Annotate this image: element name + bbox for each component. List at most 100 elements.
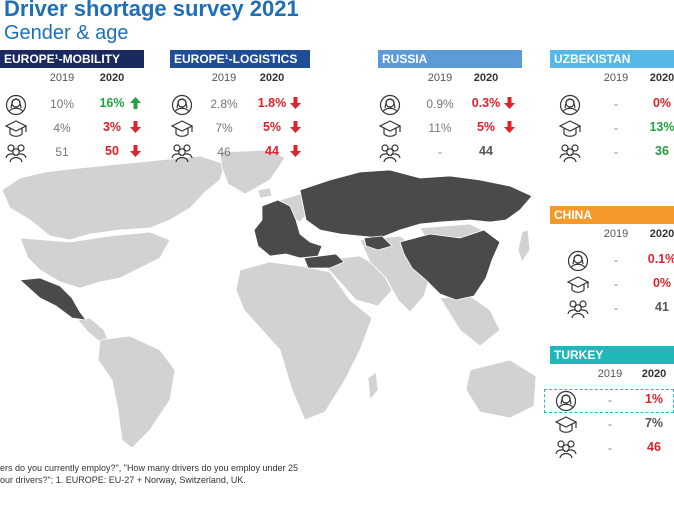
metric-row: - 0.1% — [566, 250, 674, 272]
group-icon — [559, 144, 581, 163]
year-columns: 2019 2020 — [0, 72, 146, 86]
panel-china: CHINA 2019 2020 - 0.1% - 0% - 41 — [550, 206, 674, 319]
metric-row: 11% 5% — [378, 118, 524, 140]
graduation-cap-icon — [558, 120, 582, 137]
panel-header: TURKEY — [550, 346, 674, 364]
value-2019: 4% — [53, 121, 71, 135]
panel-header: RUSSIA — [378, 50, 522, 68]
value-2019: - — [438, 145, 442, 159]
col-2020: 2020 — [649, 228, 674, 240]
map-country-canada — [1, 155, 226, 241]
panel-russia: RUSSIA 2019 2020 0.9% 0.3% 11% 5% - 44 — [378, 50, 524, 164]
metric-row: 4% 3% — [4, 118, 146, 140]
value-2020: 44 — [479, 144, 493, 158]
value-2019: 2.8% — [210, 97, 238, 111]
trend-down-arrow-icon — [504, 121, 515, 133]
map-country-australia — [465, 359, 537, 419]
value-2019: 7% — [215, 121, 233, 135]
map-country-russia — [299, 169, 533, 239]
metric-row: - 1% — [554, 390, 674, 412]
value-2019: - — [608, 393, 612, 407]
col-2020: 2020 — [259, 72, 285, 84]
panel-header: UZBEKISTAN — [550, 50, 674, 68]
group-icon — [171, 144, 193, 163]
panel-header: CHINA — [550, 206, 674, 224]
metric-row: - 36 — [558, 142, 674, 164]
highlight-box — [544, 389, 674, 413]
value-2020: 3% — [102, 120, 122, 134]
page-subtitle: Gender & age — [4, 22, 129, 44]
metric-row: - 0% — [566, 274, 674, 296]
map-country-uzbekistan — [363, 235, 393, 251]
female-driver-icon — [171, 94, 193, 116]
map-country-africa — [235, 261, 373, 421]
value-2019: - — [614, 253, 618, 267]
value-2020: 1.8% — [257, 96, 287, 110]
col-2019: 2019 — [427, 72, 453, 84]
map-country-usa — [19, 231, 171, 289]
metric-row: 7% 5% — [170, 118, 316, 140]
map-country-middle-east — [319, 255, 393, 307]
value-2020: 36 — [655, 144, 669, 158]
metric-row: - 46 — [554, 438, 674, 460]
graduation-cap-icon — [566, 276, 590, 293]
trend-down-arrow-icon — [290, 145, 301, 157]
map-country-mexico — [19, 277, 87, 321]
graduation-cap-icon — [4, 120, 28, 137]
footnote-line-1: ers do you currently employ?", "How many… — [0, 463, 299, 473]
value-2019: 10% — [49, 97, 75, 111]
map-country-south-america — [97, 335, 176, 449]
col-2019: 2019 — [603, 228, 629, 240]
group-icon — [5, 144, 27, 163]
map-country-se-asia — [439, 295, 501, 347]
map-country-greenland — [219, 150, 286, 195]
value-2019: 51 — [55, 145, 69, 159]
metric-row: 51 50 — [4, 142, 146, 164]
footnote-line-2: our drivers?"; 1. EUROPE: EU-27 + Norway… — [0, 475, 246, 485]
value-2020: 7% — [644, 416, 664, 430]
col-2019: 2019 — [49, 72, 75, 84]
female-driver-icon — [379, 94, 401, 116]
footnote: ers do you currently employ?", "How many… — [0, 462, 298, 486]
panel-header: EUROPE¹-MOBILITY — [0, 50, 144, 68]
value-2020: 16% — [99, 96, 125, 110]
value-2019: - — [608, 417, 612, 431]
trend-down-arrow-icon — [290, 121, 301, 133]
panel-uzbekistan: UZBEKISTAN 2019 2020 - 0% - 13% - 36 — [550, 50, 674, 164]
value-2020: 1% — [644, 392, 664, 406]
map-country-turkey — [303, 253, 345, 269]
trend-down-arrow-icon — [130, 145, 141, 157]
female-driver-icon — [555, 390, 577, 412]
col-2019: 2019 — [603, 72, 629, 84]
metric-row: - 44 — [378, 142, 524, 164]
metric-row: - 13% — [558, 118, 674, 140]
group-icon — [567, 300, 589, 319]
group-icon — [555, 440, 577, 459]
value-2020: 5% — [262, 120, 282, 134]
female-driver-icon — [559, 94, 581, 116]
world-map — [1, 150, 537, 449]
trend-down-arrow-icon — [290, 97, 301, 109]
value-2019: 0.9% — [426, 97, 454, 111]
value-2020: 44 — [265, 144, 279, 158]
value-2019: - — [614, 277, 618, 291]
value-2020: 13% — [649, 120, 674, 134]
group-icon — [379, 144, 401, 163]
panel-turkey: TURKEY 2019 2020 - 1% - 7% - 46 — [550, 346, 674, 460]
map-country-iceland — [257, 187, 273, 199]
panel-header: EUROPE¹-LOGISTICS — [170, 50, 310, 68]
value-2019: - — [614, 97, 618, 111]
value-2020: 41 — [655, 300, 669, 314]
col-2019: 2019 — [597, 368, 623, 380]
metric-row: 10% 16% — [4, 94, 146, 116]
map-country-china — [399, 229, 501, 301]
value-2019: - — [614, 145, 618, 159]
value-2020: 0% — [652, 96, 672, 110]
value-2020: 0% — [652, 276, 672, 290]
value-2020: 50 — [105, 144, 119, 158]
year-columns: 2019 2020 — [170, 72, 316, 86]
value-2019: - — [608, 441, 612, 455]
year-columns: 2019 2020 — [550, 72, 674, 86]
value-2019: - — [614, 301, 618, 315]
trend-up-arrow-icon — [130, 97, 141, 109]
